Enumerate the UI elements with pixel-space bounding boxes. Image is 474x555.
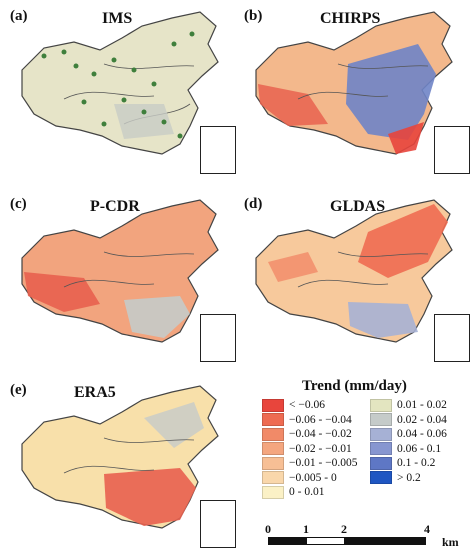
legend-swatch [370, 456, 392, 470]
china-map-chirps [255, 11, 453, 155]
legend-item: −0.04 - −0.02 [262, 427, 352, 441]
legend-label: 0.02 - 0.04 [397, 413, 447, 426]
panel-label: (e) [10, 382, 27, 398]
scale-segment [268, 537, 308, 545]
panel-label: (c) [10, 196, 27, 212]
legend-label: −0.005 - 0 [289, 471, 337, 484]
scale-tick: 0 [265, 522, 271, 536]
scale-segment [344, 537, 426, 545]
legend-swatch [262, 456, 284, 470]
panel-title: IMS [102, 10, 133, 27]
panel-label: (a) [10, 8, 28, 24]
panel-label: (d) [244, 196, 263, 212]
legend-label: −0.01 - −0.005 [289, 457, 358, 469]
panel-title: P-CDR [90, 198, 140, 215]
legend-swatch [262, 427, 284, 441]
legend-swatch [262, 398, 284, 412]
legend-label: 0.06 - 0.1 [397, 442, 442, 455]
legend-item: 0.01 - 0.02 [370, 398, 447, 412]
legend-label: < −0.06 [289, 399, 325, 411]
legend-swatch [262, 471, 284, 484]
legend-item: 0.02 - 0.04 [370, 413, 447, 427]
legend-item: 0.06 - 0.1 [370, 442, 441, 456]
legend-swatch [370, 427, 392, 441]
panel-title: CHIRPS [320, 10, 381, 27]
map-panel-era5: (e) ERA5 [4, 378, 236, 548]
legend-item: 0 - 0.01 [262, 485, 324, 499]
legend-label: 0.1 - 0.2 [397, 457, 436, 469]
south-china-sea-inset [200, 500, 236, 548]
south-china-sea-inset [200, 126, 236, 174]
legend-swatch [370, 413, 392, 426]
legend-item: −0.005 - 0 [262, 471, 337, 485]
south-china-sea-inset [434, 126, 470, 174]
map-panel-chirps: (b) CHIRPS [238, 4, 470, 174]
legend-label: 0 - 0.01 [289, 486, 325, 498]
legend-label: > 0.2 [397, 471, 421, 484]
panel-title: GLDAS [330, 198, 386, 215]
legend-label: −0.02 - −0.01 [289, 442, 352, 455]
legend-swatch [370, 398, 392, 412]
legend-swatch [370, 442, 392, 455]
legend-swatch [262, 413, 284, 426]
scale-tick: 1 [303, 522, 309, 536]
legend-item: 0.04 - 0.06 [370, 427, 447, 441]
scale-bar: 0 1 2 4 km [262, 515, 472, 555]
legend-item: 0.1 - 0.2 [370, 456, 435, 470]
south-china-sea-inset [434, 314, 470, 362]
legend-item: < −0.06 [262, 398, 325, 412]
map-panel-ims: (a) IMS [4, 4, 236, 174]
legend-label: 0.04 - 0.06 [397, 428, 447, 440]
map-panel-pcdr: (c) P-CDR [4, 192, 236, 362]
trend-legend: Trend (mm/day) < −0.06 −0.06 - −0.04 −0.04… [262, 378, 470, 499]
legend-label: 0.01 - 0.02 [397, 399, 447, 411]
south-china-sea-inset [200, 314, 236, 362]
legend-title: Trend (mm/day) [302, 378, 407, 394]
legend-swatch [262, 442, 284, 455]
legend-item: −0.06 - −0.04 [262, 413, 352, 427]
legend-label: −0.04 - −0.02 [289, 428, 352, 440]
legend-label: −0.06 - −0.04 [289, 413, 352, 426]
china-map-gldas [255, 199, 453, 343]
china-map-era5 [21, 385, 219, 529]
scale-tick: 2 [341, 522, 347, 536]
legend-swatch [262, 485, 284, 499]
scale-unit: km [442, 535, 459, 549]
legend-item: > 0.2 [370, 471, 421, 485]
panel-title: ERA5 [74, 384, 116, 401]
scale-tick: 4 [424, 522, 430, 536]
scale-segment [306, 537, 346, 545]
legend-item: −0.02 - −0.01 [262, 442, 352, 456]
panel-label: (b) [244, 8, 263, 24]
legend-swatch [370, 471, 392, 484]
china-map-ims [21, 11, 219, 155]
china-map-pcdr [21, 199, 219, 343]
legend-item: −0.01 - −0.005 [262, 456, 358, 470]
map-panel-gldas: (d) GLDAS [238, 192, 470, 362]
